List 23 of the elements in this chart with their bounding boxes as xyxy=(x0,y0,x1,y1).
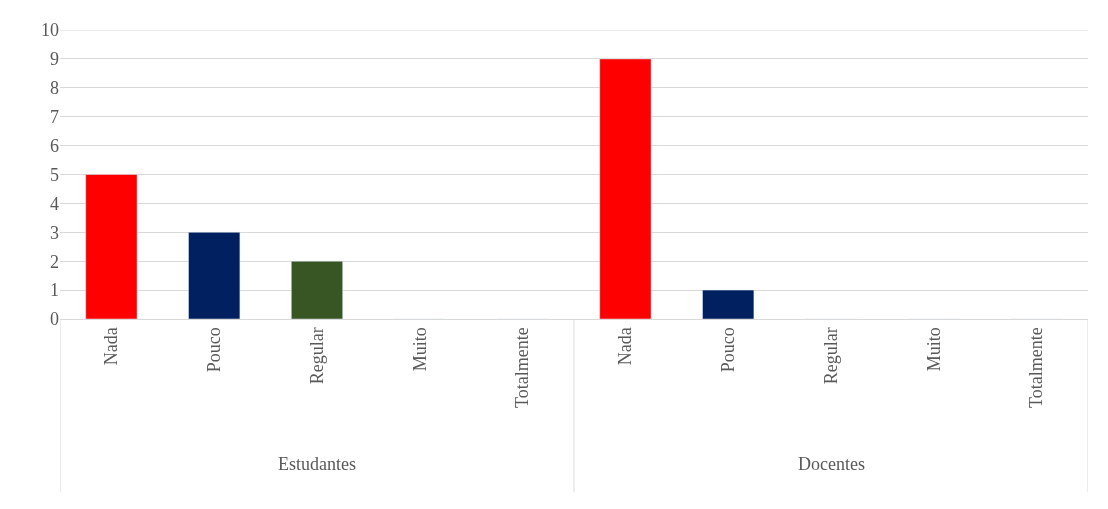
y-tick-label: 10 xyxy=(41,20,59,41)
y-tick-label: 0 xyxy=(50,309,59,330)
y-tick-label: 5 xyxy=(50,164,59,185)
y-tick-label: 7 xyxy=(50,107,59,127)
x-tick-label: Nada xyxy=(615,327,636,366)
x-tick-label: Pouco xyxy=(204,327,225,373)
x-tick-label: Nada xyxy=(101,327,122,366)
y-tick-label: 6 xyxy=(50,135,59,156)
x-tick-label: Muito xyxy=(409,327,430,372)
y-tick-label: 4 xyxy=(50,193,59,214)
x-tick-label: Totalmente xyxy=(512,327,533,408)
y-tick-label: 3 xyxy=(50,222,59,243)
y-tick-label: 9 xyxy=(50,49,59,70)
x-tick-label: Muito xyxy=(923,327,944,372)
x-tick-label: Pouco xyxy=(718,327,739,373)
x-tick-label: Regular xyxy=(306,327,327,385)
text: Docentes xyxy=(798,454,865,474)
x-tick-label: Totalmente xyxy=(1026,327,1047,408)
y-tick-label: 2 xyxy=(50,251,59,272)
y-tick-label: 8 xyxy=(50,78,59,99)
text: Estudantes xyxy=(278,454,356,474)
y-tick-label: 1 xyxy=(50,280,59,301)
x-tick-label: Regular xyxy=(820,327,841,385)
